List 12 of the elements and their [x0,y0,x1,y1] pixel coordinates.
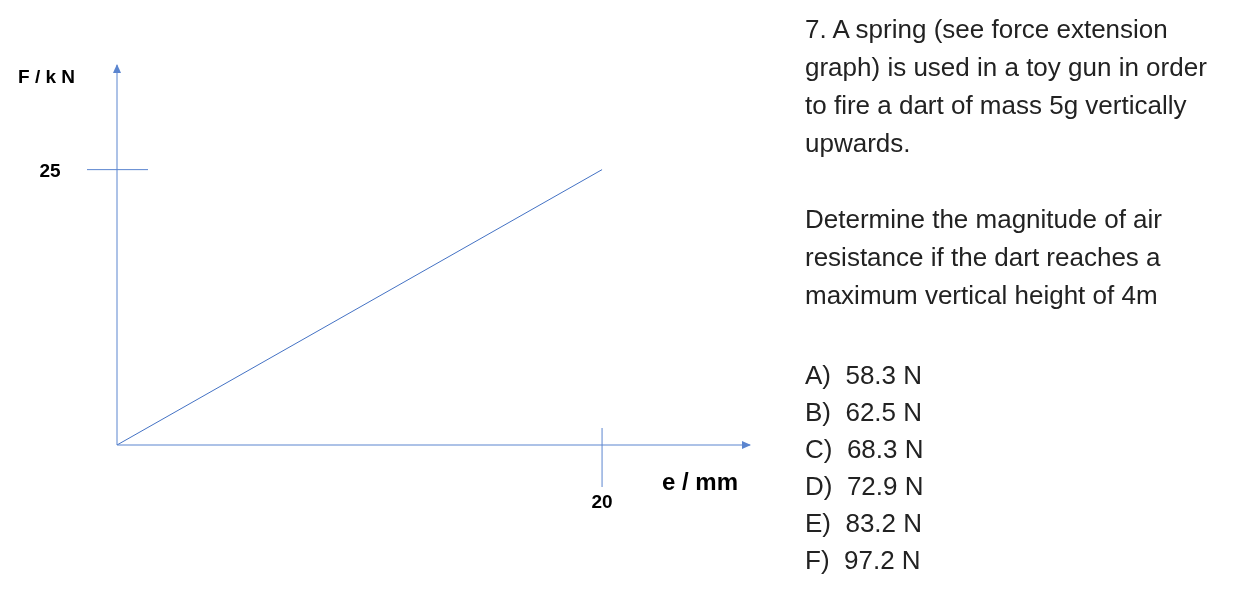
text: 25 [39,159,61,181]
text: F) 97.2 N [805,544,922,577]
text: 7. A spring (see force extension graph) is used in a toy gun in order to fire a dart of mass 5g vertically upwards. [805,13,1208,160]
text: B) 62.5 N [805,396,924,429]
text: C) 68.3 N [805,433,924,466]
text: E) 83.2 N [805,507,924,540]
y-axis-title: F / k N [18,66,76,88]
text: 20 [591,491,613,512]
x-axis-title: e / mm [662,468,739,496]
text: A) 58.3 N [805,359,924,392]
text: D) 72.9 N [805,470,924,503]
text: Determine the magnitude of air resistance if the dart reaches a maximum vertical height of 4m [805,203,1163,312]
